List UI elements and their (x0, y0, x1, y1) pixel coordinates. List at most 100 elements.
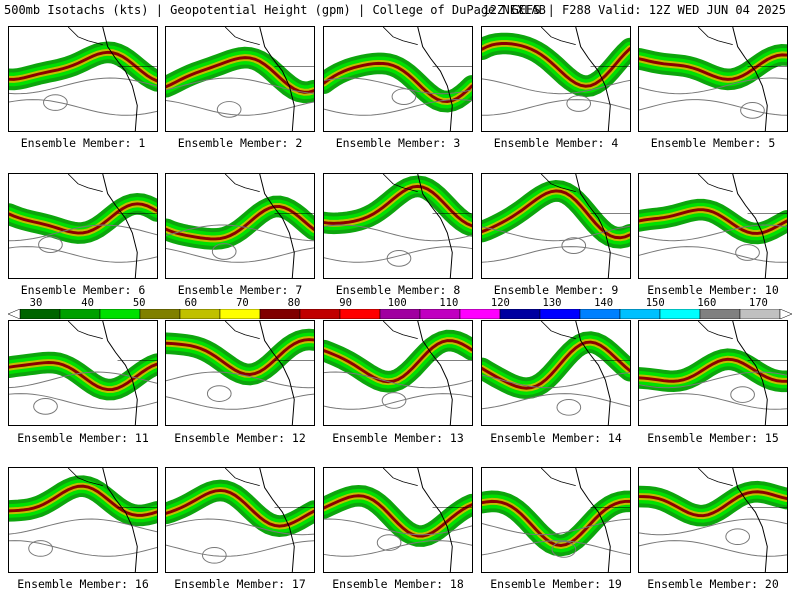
ensemble-map-panel (481, 173, 631, 279)
jet-stream-map (324, 321, 472, 425)
jet-stream-map (482, 27, 630, 131)
jet-stream-map (324, 468, 472, 572)
colorbar-tick-label: 70 (236, 297, 249, 309)
colorbar-swatch (219, 309, 261, 319)
colorbar-left-arrow (8, 309, 21, 319)
jet-stream-map (166, 321, 314, 425)
ensemble-member-label: Ensemble Member: 17 (174, 577, 306, 591)
colorbar-tick-label: 110 (439, 297, 459, 309)
jet-stream-map (166, 27, 314, 131)
ensemble-member-label: Ensemble Member: 2 (177, 136, 303, 150)
jet-stream-map (482, 321, 630, 425)
ensemble-map-panel (8, 26, 158, 132)
ensemble-member-label: Ensemble Member: 8 (335, 283, 461, 297)
colorbar-tick-label: 90 (339, 297, 352, 309)
jet-stream-map (639, 27, 787, 131)
ensemble-map-panel (165, 467, 315, 573)
ensemble-member-label: Ensemble Member: 1 (20, 136, 146, 150)
ensemble-map-panel (8, 173, 158, 279)
ensemble-map-panel (638, 173, 788, 279)
ensemble-map-panel (481, 320, 631, 426)
colorbar-right-arrow (779, 309, 792, 319)
ensemble-member-label: Ensemble Member: 5 (650, 136, 776, 150)
jet-stream-map (9, 321, 157, 425)
jet-stream-map (166, 468, 314, 572)
ensemble-map-panel (8, 320, 158, 426)
colorbar-swatch (259, 309, 301, 319)
model-valid-time: 12Z GEFS | F288 Valid: 12Z WED JUN 04 20… (482, 3, 786, 17)
colorbar-swatch (499, 309, 541, 319)
colorbar-swatch (739, 309, 781, 319)
ensemble-map-panel (638, 467, 788, 573)
colorbar-swatch (179, 309, 221, 319)
colorbar-tick-label: 140 (594, 297, 614, 309)
ensemble-member-label: Ensemble Member: 19 (490, 577, 622, 591)
ensemble-map-panel (638, 320, 788, 426)
ensemble-member-label: Ensemble Member: 4 (493, 136, 619, 150)
jet-stream-map (639, 468, 787, 572)
colorbar-swatch (339, 309, 381, 319)
jet-stream-map (639, 174, 787, 278)
ensemble-map-panel (481, 26, 631, 132)
jet-stream-map (324, 27, 472, 131)
colorbar-tick-label: 130 (542, 297, 562, 309)
jet-stream-map (639, 321, 787, 425)
colorbar-tick-label: 40 (81, 297, 94, 309)
ensemble-member-label: Ensemble Member: 3 (335, 136, 461, 150)
colorbar-tick-label: 120 (490, 297, 510, 309)
ensemble-member-label: Ensemble Member: 20 (647, 577, 779, 591)
colorbar-tick-label: 100 (387, 297, 407, 309)
ensemble-map-panel (8, 467, 158, 573)
ensemble-member-label: Ensemble Member: 9 (493, 283, 619, 297)
jet-stream-map (9, 174, 157, 278)
ensemble-member-label: Ensemble Member: 6 (20, 283, 146, 297)
colorbar-swatch (619, 309, 661, 319)
colorbar-swatch (139, 309, 181, 319)
ensemble-member-label: Ensemble Member: 15 (647, 431, 779, 445)
ensemble-member-label: Ensemble Member: 14 (490, 431, 622, 445)
jet-stream-map (482, 174, 630, 278)
jet-stream-map (9, 468, 157, 572)
ensemble-member-label: Ensemble Member: 10 (647, 283, 779, 297)
ensemble-map-panel (165, 320, 315, 426)
ensemble-map-panel (323, 467, 473, 573)
colorbar-swatch (419, 309, 461, 319)
ensemble-member-label: Ensemble Member: 16 (17, 577, 149, 591)
ensemble-map-panel (323, 26, 473, 132)
jet-stream-map (482, 468, 630, 572)
colorbar-swatch (59, 309, 101, 319)
ensemble-map-panel (165, 26, 315, 132)
ensemble-member-label: Ensemble Member: 13 (332, 431, 464, 445)
colorbar-swatch (379, 309, 421, 319)
colorbar-swatch (19, 309, 61, 319)
ensemble-member-label: Ensemble Member: 12 (174, 431, 306, 445)
colorbar-swatch (299, 309, 341, 319)
colorbar-swatch (699, 309, 741, 319)
jet-stream-map (324, 174, 472, 278)
colorbar-tick-label: 170 (748, 297, 768, 309)
colorbar-tick-label: 160 (697, 297, 717, 309)
ensemble-member-label: Ensemble Member: 7 (177, 283, 303, 297)
jet-stream-map (9, 27, 157, 131)
colorbar-swatch (539, 309, 581, 319)
colorbar-labels: 30 40 50 60 70 80 90 100 110 120 130 140 150 160 170 (8, 297, 792, 309)
ensemble-map-panel (638, 26, 788, 132)
colorbar-tick-label: 30 (29, 297, 43, 309)
jet-stream-map (166, 174, 314, 278)
colorbar-swatch (659, 309, 701, 319)
colorbar-swatch (579, 309, 621, 319)
ensemble-map-panel (323, 320, 473, 426)
colorbar-tick-label: 50 (132, 297, 146, 309)
colorbar-tick-label: 80 (287, 297, 301, 309)
map-title: 500mb Isotachs (kts) | Geopotential Heig… (4, 3, 546, 17)
colorbar-tick-label: 150 (645, 297, 665, 309)
colorbar-scale (8, 309, 792, 319)
isotach-colorbar: 30 40 50 60 70 80 90 100 110 120 130 140 150 160 170 (8, 297, 792, 323)
ensemble-map-panel (323, 173, 473, 279)
ensemble-map-panel (165, 173, 315, 279)
ensemble-member-label: Ensemble Member: 11 (17, 431, 149, 445)
colorbar-swatch (99, 309, 141, 319)
colorbar-swatch (459, 309, 501, 319)
ensemble-member-label: Ensemble Member: 18 (332, 577, 464, 591)
